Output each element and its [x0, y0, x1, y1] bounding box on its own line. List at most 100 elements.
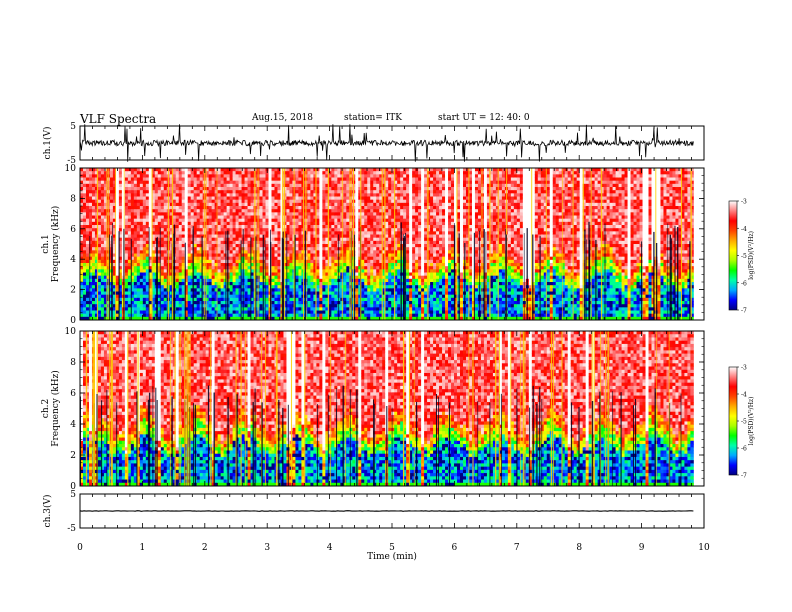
- spectrogram-cell: [133, 199, 138, 204]
- spectrogram-cell: [373, 177, 377, 182]
- spectrogram-cell: [100, 275, 105, 280]
- spectrogram-cell: [283, 234, 287, 239]
- spectrogram-cell: [130, 266, 135, 270]
- spectrogram-cell: [310, 209, 314, 213]
- spectrogram-cell: [124, 244, 129, 248]
- spectrogram-cell: [271, 187, 275, 191]
- spectrogram-cell: [115, 310, 120, 315]
- spectrogram-cell: [187, 183, 192, 188]
- spectrogram-cell: [259, 206, 263, 210]
- spectrogram-cell: [307, 240, 311, 245]
- spectrogram-cell: [274, 168, 278, 172]
- spectrogram-cell: [211, 180, 216, 185]
- spectrogram-cell: [364, 177, 368, 182]
- spectrogram-cell: [376, 183, 380, 188]
- spectrogram-cell: [220, 263, 225, 267]
- spectrogram-cell: [82, 278, 87, 283]
- spectrogram-cell: [187, 291, 192, 296]
- spectrogram-cell: [286, 193, 290, 197]
- spectrogram-cell: [82, 263, 87, 267]
- spectrogram-cell: [97, 174, 102, 178]
- spectrogram-cell: [100, 313, 105, 318]
- spectrogram-cell: [235, 237, 239, 242]
- spectrogram-cell: [313, 253, 317, 258]
- spectrogram-cell: [184, 177, 189, 182]
- spectrogram-cell: [130, 193, 135, 197]
- spectrogram-cell: [187, 250, 192, 254]
- spectrogram-cell: [97, 250, 102, 254]
- spectrogram-cell: [346, 174, 350, 178]
- spectrogram-cell: [109, 193, 114, 197]
- spectrogram-cell: [259, 282, 263, 286]
- spectrogram-cell: [184, 275, 189, 280]
- spectrogram-cell: [307, 247, 311, 251]
- spectrogram-cell: [319, 301, 323, 305]
- spectrogram-cell: [82, 237, 87, 242]
- spectrogram-cell: [85, 234, 90, 239]
- spectrogram-cell: [214, 231, 219, 235]
- spectrogram-cell: [331, 266, 335, 270]
- spectrogram-cell: [199, 282, 204, 286]
- spectrogram-cell: [178, 228, 183, 232]
- spectrogram-cell: [370, 313, 374, 318]
- spectrogram-cell: [80, 231, 84, 235]
- spectrogram-cell: [148, 183, 153, 188]
- spectrogram-cell: [220, 256, 225, 261]
- spectrogram-cell: [322, 259, 326, 264]
- spectrogram-cell: [133, 190, 138, 194]
- spectrogram-cell: [346, 307, 350, 311]
- spectrogram-cell: [235, 259, 239, 264]
- spectrogram-cell: [133, 313, 138, 318]
- spectrogram-cell: [295, 266, 299, 270]
- spectrogram-cell: [388, 291, 392, 296]
- spectrogram-cell: [205, 215, 210, 220]
- spectrogram-cell: [388, 269, 392, 273]
- spectrogram-cell: [133, 266, 138, 270]
- spectrogram-cell: [373, 168, 377, 172]
- spectrogram-cell: [316, 237, 320, 242]
- spectrogram-cell: [94, 250, 99, 254]
- spectrogram-cell: [310, 168, 314, 172]
- spectrogram-cell: [286, 288, 290, 292]
- spectrogram-cell: [142, 231, 147, 235]
- spectrogram-cell: [382, 168, 386, 172]
- spectrogram-cell: [118, 253, 123, 258]
- spectrogram-cell: [262, 212, 266, 216]
- spectrogram-cell: [211, 234, 216, 239]
- spectrogram-cell: [229, 278, 233, 283]
- spectrogram-cell: [376, 199, 380, 204]
- spectrogram-cell: [247, 193, 251, 197]
- spectrogram-cell: [364, 218, 368, 223]
- spectrogram-cell: [352, 180, 356, 185]
- spectrogram-cell: [100, 316, 105, 320]
- spectrogram-cell: [124, 206, 129, 210]
- spectrogram-cell: [274, 259, 278, 264]
- spectrogram-cell: [382, 215, 386, 220]
- spectrogram-cell: [298, 234, 302, 239]
- spectrogram-cell: [274, 218, 278, 223]
- spectrogram-cell: [169, 282, 174, 286]
- spectrogram-cell: [286, 174, 290, 178]
- spectrogram-cell: [262, 247, 266, 251]
- spectrogram-cell: [289, 307, 293, 311]
- spectrogram-cell: [178, 294, 183, 299]
- spectrogram-cell: [382, 190, 386, 194]
- spectrogram-cell: [382, 278, 386, 283]
- spectrogram-cell: [211, 183, 216, 188]
- spectrogram-cell: [250, 244, 254, 248]
- spectrogram-cell: [178, 250, 183, 254]
- spectrogram-cell: [382, 183, 386, 188]
- spectrogram-cell: [247, 180, 251, 185]
- spectrogram-cell: [286, 244, 290, 248]
- spectrogram-cell: [124, 168, 129, 172]
- spectrogram-cell: [235, 282, 239, 286]
- spectrogram-cell: [178, 199, 183, 204]
- spectrogram-cell: [139, 193, 144, 197]
- spectrogram-cell: [277, 291, 281, 296]
- spectrogram-cell: [382, 282, 386, 286]
- spectrogram-cell: [328, 190, 332, 194]
- spectrogram-cell: [250, 313, 254, 318]
- spectrogram-cell: [298, 180, 302, 185]
- spectrogram-cell: [103, 310, 108, 315]
- spectrogram-cell: [322, 272, 326, 277]
